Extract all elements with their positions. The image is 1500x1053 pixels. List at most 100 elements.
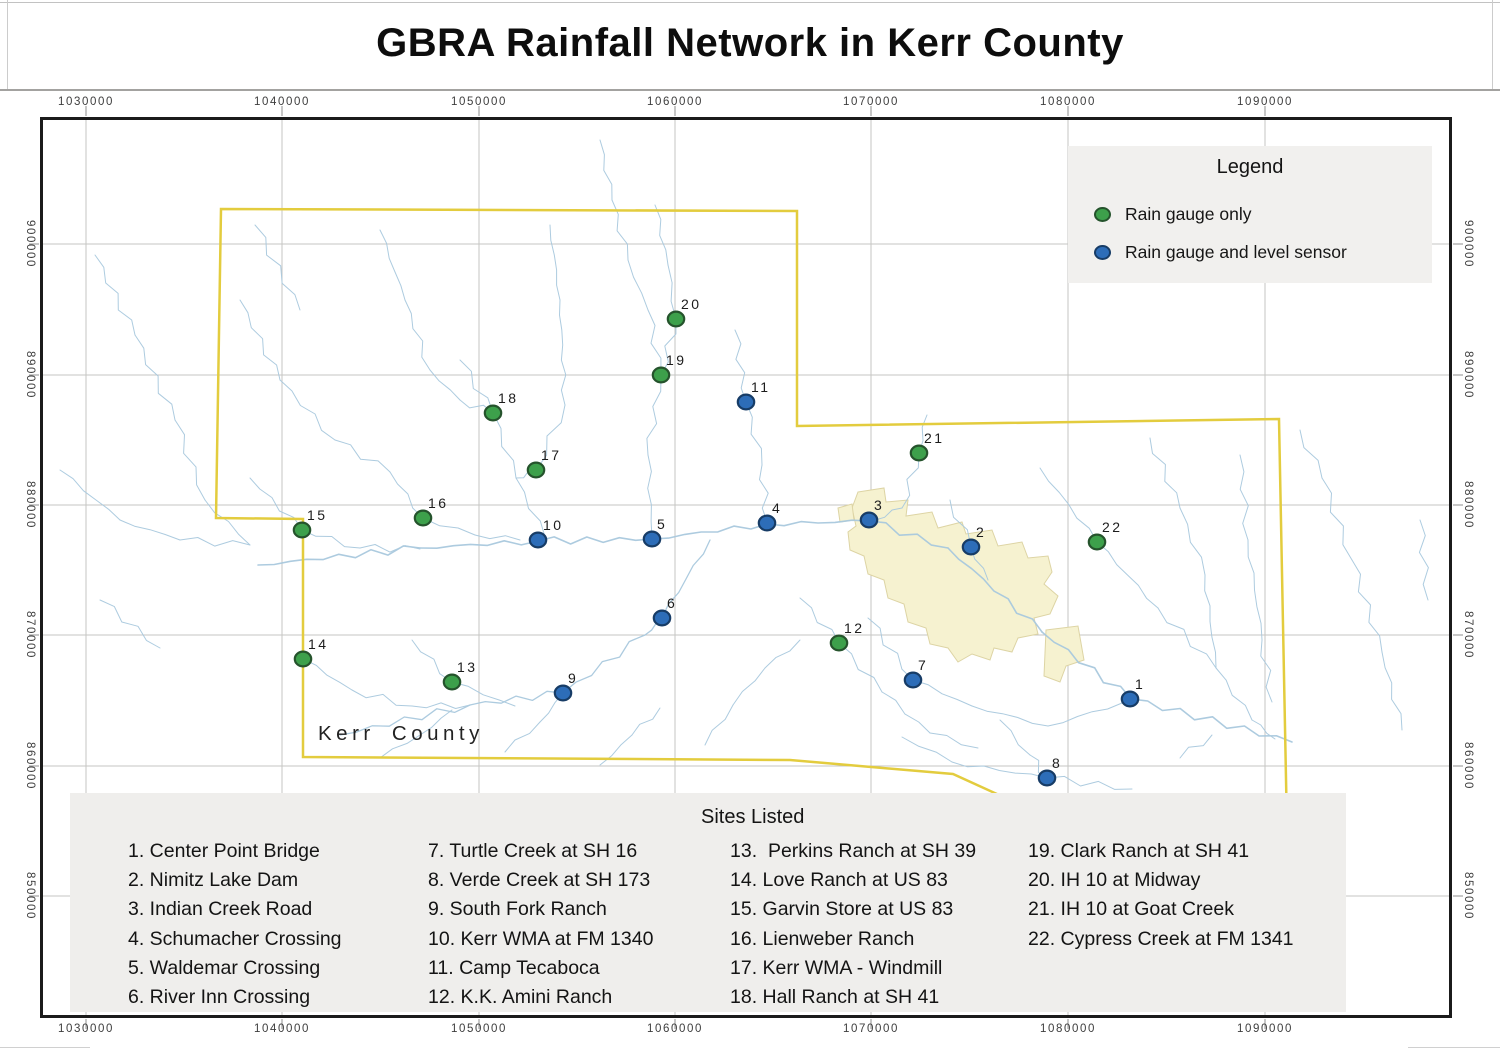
stream-line [912, 679, 973, 707]
site-marker-label-13: 13 [457, 659, 478, 675]
stream-line [1130, 698, 1293, 743]
site-list-item: 20. IH 10 at Midway [1028, 869, 1201, 892]
scan-edge-mark [0, 1047, 90, 1048]
stream-line [599, 139, 613, 201]
stream-line [535, 404, 566, 471]
stream-line [451, 681, 516, 707]
stream-line [732, 667, 766, 706]
site-list-item: 15. Garvin Store at US 83 [730, 898, 954, 921]
axis-tick-label: 1050000 [451, 96, 507, 108]
stream-line [929, 732, 979, 749]
stream-line [971, 705, 1049, 727]
site-marker-9 [553, 684, 573, 702]
stream-line [999, 719, 1031, 756]
stream-line [1247, 539, 1263, 641]
stream-line [134, 334, 176, 421]
stream-line [661, 539, 711, 619]
axis-tick-label: 900000 [24, 220, 36, 268]
site-marker-label-3: 3 [874, 497, 884, 513]
site-marker-7 [903, 671, 923, 689]
stream-line [1157, 607, 1217, 669]
stream-line [704, 704, 734, 746]
stream-line [504, 721, 541, 753]
stream-line [334, 439, 391, 473]
site-marker-label-14: 14 [308, 636, 329, 652]
site-marker-1 [1120, 690, 1140, 708]
stream-line [422, 517, 476, 536]
stream-line [302, 658, 353, 691]
site-marker-14 [293, 650, 313, 668]
axis-tick-marks [29, 106, 1463, 1029]
axis-tick-label: 880000 [24, 481, 36, 529]
stream-network [59, 139, 1429, 790]
stream-line [1039, 467, 1098, 543]
stream-line [351, 689, 413, 707]
stream-line [874, 507, 903, 521]
stream-line [764, 639, 801, 669]
site-list-item: 18. Hall Ranch at SH 41 [730, 986, 940, 1009]
stream-line [1204, 574, 1217, 669]
stream-line [1046, 775, 1133, 790]
stream-line [404, 299, 431, 371]
site-list-item: 14. Love Ranch at US 83 [730, 869, 948, 892]
site-marker-16 [413, 509, 433, 527]
axis-tick-label: 1070000 [843, 1023, 899, 1035]
stream-line [249, 477, 303, 531]
stream-line [179, 537, 251, 547]
stream-line [667, 264, 677, 320]
stream-line [119, 519, 181, 541]
stream-line [1299, 429, 1323, 479]
stream-line [951, 761, 1048, 779]
site-list-column-1: 1. Center Point Bridge 2. Nimitz Lake Dam… [128, 837, 342, 1012]
scan-edge-line [0, 2, 1500, 3]
stream-line [474, 534, 521, 541]
site-marker-label-4: 4 [772, 500, 782, 516]
site-list-item: 6. River Inn Crossing [128, 986, 311, 1009]
site-marker-17 [526, 461, 546, 479]
axis-tick-label: 1040000 [254, 1023, 310, 1035]
site-marker-4 [757, 514, 777, 532]
site-marker-22 [1087, 533, 1107, 551]
stream-line [1215, 667, 1253, 721]
stream-line [1351, 559, 1383, 653]
sites-listed-panel: Sites Listed 1. Center Point Bridge 2. Ni… [70, 793, 1346, 1012]
site-list-item: 5. Waldemar Crossing [128, 956, 321, 979]
site-marker-label-1: 1 [1135, 676, 1145, 692]
site-marker-label-12: 12 [844, 620, 865, 636]
stream-line [94, 254, 136, 336]
legend-item-label: Rain gauge only [1125, 204, 1252, 224]
site-marker-label-18: 18 [498, 390, 519, 406]
site-marker-13 [442, 673, 462, 691]
stream-line [492, 412, 517, 479]
stream-line [301, 529, 361, 549]
axis-tick-label: 1060000 [647, 96, 703, 108]
stream-line [1179, 734, 1213, 759]
legend-item-rain-gauge-and-level-sensor: Rain gauge and level sensor [1094, 242, 1347, 263]
stream-line [411, 702, 471, 709]
stream-line [766, 519, 870, 527]
site-list-item: 10. Kerr WMA at FM 1340 [428, 927, 654, 950]
stream-line [59, 469, 121, 521]
stream-line [647, 454, 653, 539]
site-marker-2 [961, 538, 981, 556]
site-list-item: 17. Kerr WMA - Windmill [730, 956, 943, 979]
stream-line [1239, 454, 1249, 541]
axis-tick-label: 1030000 [58, 1023, 114, 1035]
axis-tick-label: 870000 [1462, 611, 1474, 659]
site-marker-label-15: 15 [307, 507, 328, 523]
site-list-item: 1. Center Point Bridge [128, 840, 320, 862]
site-marker-label-5: 5 [657, 516, 667, 532]
site-marker-6 [652, 609, 672, 627]
axis-tick-label: 1050000 [451, 1023, 507, 1035]
site-list-item: 22. Cypress Creek at FM 1341 [1028, 927, 1294, 950]
site-marker-18 [483, 404, 503, 422]
site-list-item: 7. Turtle Creek at SH 16 [428, 840, 638, 862]
site-marker-5 [642, 530, 662, 548]
site-marker-11 [736, 393, 756, 411]
site-marker-19 [651, 366, 671, 384]
stream-line [1149, 437, 1181, 509]
stream-line [1260, 639, 1273, 703]
axis-tick-label: 900000 [1462, 220, 1474, 268]
legend-item-rain-gauge-only: Rain gauge only [1094, 204, 1251, 225]
stream-line [1381, 651, 1403, 731]
